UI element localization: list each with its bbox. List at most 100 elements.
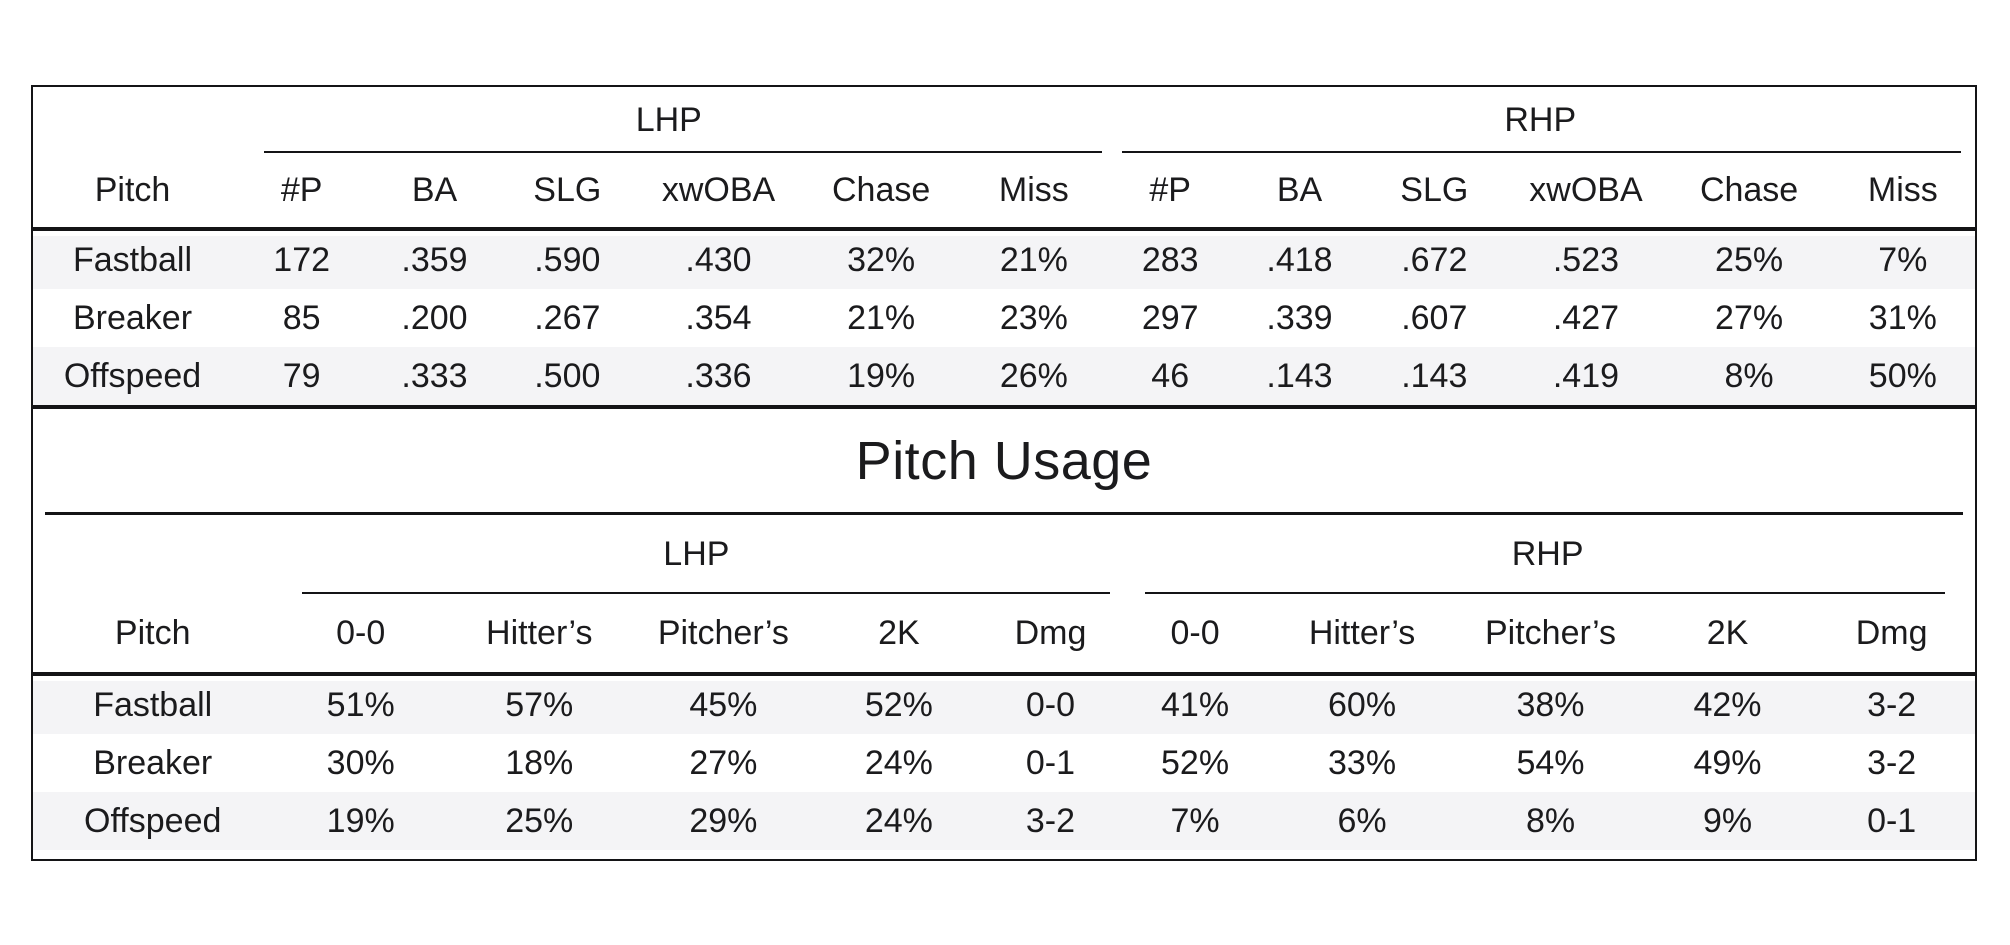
stat-col-header: Miss [1830,153,1975,231]
pitch-usage-table: LHP RHP Pitch 0-0 Hitter’s Pitcher’s 2K … [33,515,1975,850]
stat-value-cell: 33% [1328,743,1397,782]
group-header-rhp: RHP [1120,515,1975,594]
pitch-column-header: Pitch [33,594,273,676]
stat-value-cell: 3-2 [1867,743,1917,782]
stat-col-header: Chase [800,153,963,231]
stat-col-header: Pitcher’s [1454,594,1647,676]
stat-value-cell: .419 [1504,347,1668,409]
stat-col-header: BA [1234,153,1365,231]
stat-value-cell: 172 [232,229,372,289]
group-label-rhp: RHP [1511,535,1584,573]
table-row: Breaker 85 .200 .267 .354 21% 23% 297 .3… [33,289,1975,347]
pitch-results-table: LHP RHP Pitch #P BA SLG xwOBA Chase Miss… [33,87,1975,409]
stat-col-header: #P [232,153,372,231]
stat-col-header: #P [1105,153,1235,231]
stat-value-cell: 9% [1646,792,1809,850]
stat-value-cell: 23% [999,298,1068,337]
column-header-row: Pitch 0-0 Hitter’s Pitcher’s 2K Dmg 0-0 … [33,594,1975,676]
pitch-column-header: Pitch [33,153,233,231]
stat-col-header: 2K [1646,594,1809,676]
stat-value-cell: 0-1 [1025,743,1076,782]
stat-value-cell: .607 [1401,298,1468,337]
column-header-row: Pitch #P BA SLG xwOBA Chase Miss #P BA S… [33,153,1975,231]
stat-col-header: Pitcher’s [629,594,818,676]
table-row: Breaker 30% 18% 27% 24% 0-1 52% 33% 54% … [33,734,1975,792]
stat-value-cell: .339 [1266,298,1333,337]
stat-value-cell: 24% [817,792,981,850]
stat-col-header: xwOBA [636,153,801,231]
stat-value-cell: .336 [636,347,801,409]
group-label-lhp: LHP [635,100,702,139]
stat-value-cell: 29% [629,792,818,850]
stat-col-header: Hitter’s [448,594,630,676]
pitch-name-cell: Fastball [33,674,273,734]
stat-value-cell: 26% [962,347,1106,409]
stat-value-cell: 8% [1454,792,1647,850]
stat-value-cell: .359 [371,229,498,289]
stat-value-cell: 3-2 [1808,674,1975,734]
stat-value-cell: 45% [629,674,818,734]
pitch-usage-title: Pitch Usage [855,430,1153,491]
stat-value-cell: .500 [497,347,637,409]
corner-cell [33,87,232,153]
stat-col-header: Miss [962,153,1106,231]
stat-value-cell: .200 [401,298,468,337]
stat-value-cell: 25% [1667,229,1831,289]
group-header-rhp: RHP [1106,87,1975,153]
stat-value-cell: 42% [1646,674,1809,734]
stat-value-cell: 24% [864,743,933,782]
group-header-row: LHP RHP [33,515,1975,594]
pitch-name-cell: Offspeed [33,347,233,409]
pitch-name-cell: Breaker [72,298,193,337]
stat-value-cell: 19% [272,792,449,850]
stat-value-cell: .418 [1234,229,1365,289]
stat-value-cell: 30% [326,743,395,782]
group-header-lhp: LHP [272,515,1120,594]
stat-col-header: 2K [817,594,981,676]
table-row: Offspeed 19% 25% 29% 24% 3-2 7% 6% 8% 9%… [33,792,1975,850]
stat-value-cell: 8% [1667,347,1831,409]
stat-value-cell: 0-1 [1808,792,1975,850]
stat-value-cell: .354 [685,298,752,337]
group-header-lhp: LHP [232,87,1105,153]
stat-value-cell: .143 [1234,347,1365,409]
stat-value-cell: 21% [962,229,1106,289]
stat-value-cell: 0-0 [980,674,1121,734]
stat-value-cell: 49% [1693,743,1762,782]
table-row: Fastball 51% 57% 45% 52% 0-0 41% 60% 38%… [33,674,1975,734]
stat-value-cell: 27% [1715,298,1784,337]
stat-value-cell: 283 [1105,229,1235,289]
stat-value-cell: 6% [1269,792,1455,850]
stat-value-cell: 7% [1120,792,1270,850]
stat-value-cell: 18% [505,743,574,782]
stat-value-cell: 21% [847,298,916,337]
stat-value-cell: 297 [1141,298,1199,337]
stat-value-cell: 51% [272,674,449,734]
stat-value-cell: 41% [1120,674,1270,734]
stat-value-cell: .430 [636,229,801,289]
stat-value-cell: 52% [817,674,981,734]
stat-value-cell: 85 [282,298,321,337]
stat-value-cell: .672 [1364,229,1505,289]
stat-value-cell: 31% [1868,298,1937,337]
stat-value-cell: 7% [1830,229,1975,289]
stat-col-header: Dmg [1808,594,1975,676]
pitch-name-cell: Fastball [33,229,233,289]
stat-value-cell: .590 [497,229,637,289]
stat-value-cell: 3-2 [980,792,1121,850]
stat-col-header: SLG [497,153,637,231]
stat-col-header: Hitter’s [1269,594,1455,676]
stat-col-header: SLG [1364,153,1505,231]
stat-value-cell: 25% [448,792,630,850]
stat-value-cell: 54% [1516,743,1585,782]
stat-col-header: 0-0 [1120,594,1270,676]
stat-value-cell: .523 [1504,229,1668,289]
pitch-stats-board: LHP RHP Pitch #P BA SLG xwOBA Chase Miss… [31,85,1977,861]
stat-value-cell: .143 [1364,347,1505,409]
stat-value-cell: 32% [800,229,963,289]
stat-value-cell: 50% [1830,347,1975,409]
pitch-name-cell: Offspeed [33,792,273,850]
stat-value-cell: 52% [1161,743,1230,782]
stat-value-cell: .267 [534,298,601,337]
pitch-name-cell: Breaker [93,743,213,782]
